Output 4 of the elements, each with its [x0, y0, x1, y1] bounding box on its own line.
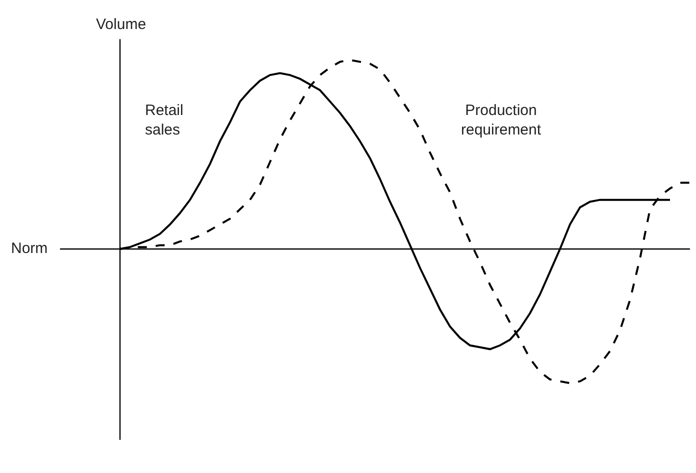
text: Production requirement	[461, 102, 542, 138]
ref-line-label: Norm	[11, 240, 48, 257]
y-axis-title: Volume	[96, 16, 146, 33]
text: Retail sales	[145, 102, 184, 138]
